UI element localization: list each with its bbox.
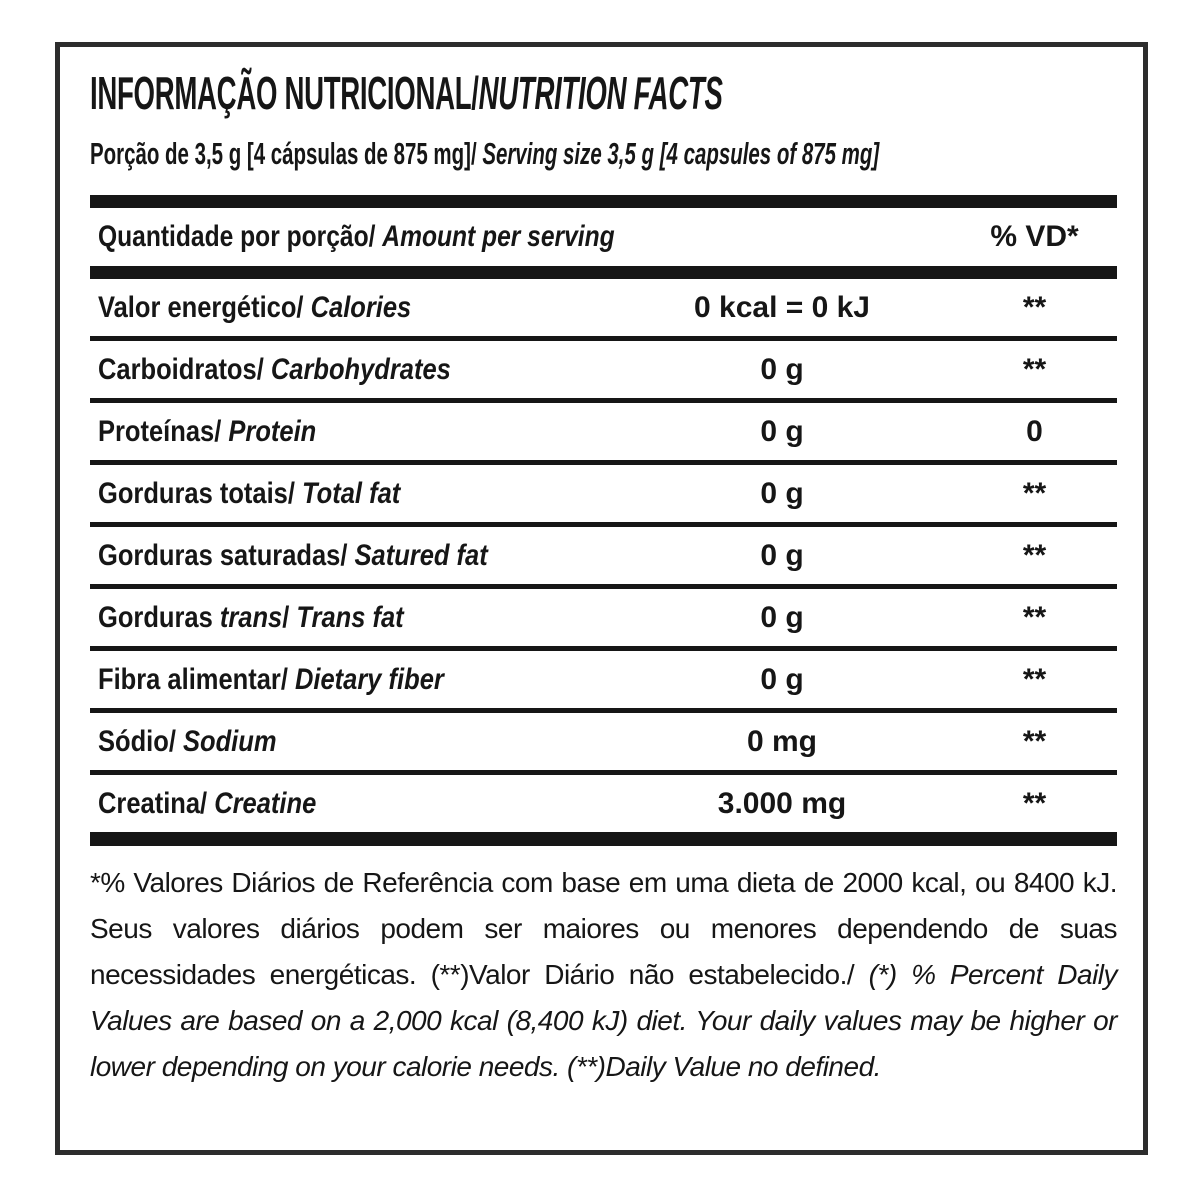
serving-size-pt: Porção de 3,5 g [4 cápsulas de 875 mg]/ bbox=[90, 136, 477, 171]
daily-value-footnote: *% Valores Diários de Referência com bas… bbox=[90, 860, 1118, 1090]
nutrient-name: Sódio/ Sodium bbox=[90, 725, 612, 759]
table-header-amount-label: Quantidade por porção/ Amount per servin… bbox=[90, 220, 615, 254]
nutrient-name-slash: / bbox=[214, 414, 222, 448]
panel-title-en: NUTRITION FACTS bbox=[478, 67, 723, 119]
nutrient-name: Gorduras totais/ Total fat bbox=[90, 477, 612, 511]
nutrient-name: Valor energético/ Calories bbox=[90, 291, 612, 325]
nutrient-row: Gorduras saturadas/ Satured fat 0 g ** bbox=[90, 527, 1117, 584]
nutrition-facts-panel: INFORMAÇÃO NUTRICIONAL/NUTRITION FACTS P… bbox=[55, 42, 1148, 1155]
nutrient-dv: ** bbox=[1022, 352, 1047, 386]
nutrient-name-slash: / bbox=[280, 662, 288, 696]
thick-rule-top bbox=[90, 195, 1117, 208]
nutrient-row: Sódio/ Sodium 0 mg ** bbox=[90, 713, 1117, 770]
nutrient-name-en: Creatine bbox=[207, 786, 317, 820]
nutrient-name-en: Dietary fiber bbox=[287, 662, 444, 696]
nutrient-row: Proteínas/ Protein 0 g 0 bbox=[90, 403, 1117, 460]
nutrient-name-slash: / bbox=[168, 724, 176, 758]
nutrient-name-pt-italic: trans bbox=[212, 600, 283, 634]
nutrient-name-pt: Proteínas bbox=[98, 414, 215, 448]
table-header-dv-label: % VD* bbox=[990, 220, 1079, 253]
nutrient-name-en: Calories bbox=[303, 290, 412, 324]
nutrient-amount: 0 g bbox=[760, 538, 804, 572]
nutrient-name-pt: Gorduras saturadas bbox=[98, 538, 341, 572]
row-separator bbox=[90, 646, 1117, 651]
nutrient-name-slash: / bbox=[287, 476, 295, 510]
nutrient-dv: ** bbox=[1022, 786, 1047, 820]
nutrient-amount: 0 kcal = 0 kJ bbox=[694, 290, 870, 324]
footnote-en: (*) % Percent Daily Values are based on … bbox=[90, 959, 1118, 1082]
nutrient-dv: ** bbox=[1022, 662, 1047, 696]
nutrient-row: Carboidratos/ Carbohydrates 0 g ** bbox=[90, 341, 1117, 398]
nutrient-name-slash: / bbox=[340, 538, 348, 572]
nutrient-row: Valor energético/ Calories 0 kcal = 0 kJ… bbox=[90, 279, 1117, 336]
row-separator bbox=[90, 398, 1117, 403]
row-separator bbox=[90, 770, 1117, 775]
nutrient-name-slash: / bbox=[256, 352, 264, 386]
nutrient-name-slash: / bbox=[282, 600, 290, 634]
nutrient-row: Gorduras totais/ Total fat 0 g ** bbox=[90, 465, 1117, 522]
nutrient-dv: ** bbox=[1022, 538, 1047, 572]
nutrient-amount: 0 g bbox=[760, 414, 804, 448]
serving-size-en: Serving size 3,5 g [4 capsules of 875 mg… bbox=[482, 136, 880, 171]
footnote-pt: *% Valores Diários de Referência com bas… bbox=[90, 867, 1118, 990]
nutrient-name-en: Carbohydrates bbox=[263, 352, 451, 386]
nutrient-name-pt: Gorduras bbox=[98, 600, 213, 634]
nutrient-name-en: Satured fat bbox=[347, 538, 488, 572]
nutrient-name-pt: Fibra alimentar bbox=[98, 662, 281, 696]
nutrient-name: Creatina/ Creatine bbox=[90, 787, 612, 821]
table-header-amount-pt: Quantidade por porção/ bbox=[98, 220, 376, 253]
nutrient-name-en: Trans fat bbox=[289, 600, 404, 634]
panel-title-pt: INFORMAÇÃO NUTRICIONAL/ bbox=[90, 67, 479, 119]
table-header-row: Quantidade por porção/ Amount per servin… bbox=[90, 208, 1117, 266]
nutrient-name-pt: Valor energético bbox=[98, 290, 297, 324]
row-separator bbox=[90, 522, 1117, 527]
row-separator bbox=[90, 584, 1117, 589]
nutrient-name: Gorduras saturadas/ Satured fat bbox=[90, 539, 612, 573]
nutrient-name: Carboidratos/ Carbohydrates bbox=[90, 353, 612, 387]
nutrient-name: Proteínas/ Protein bbox=[90, 415, 612, 449]
nutrient-amount: 0 g bbox=[760, 662, 804, 696]
row-separator bbox=[90, 460, 1117, 465]
nutrient-name: Gorduras trans/ Trans fat bbox=[90, 601, 612, 635]
nutrient-dv: ** bbox=[1022, 476, 1047, 510]
nutrient-name-pt: Creatina bbox=[98, 786, 201, 820]
nutrient-name-slash: / bbox=[200, 786, 208, 820]
nutrient-dv: ** bbox=[1022, 724, 1047, 758]
nutrient-name-en: Total fat bbox=[294, 476, 401, 510]
nutrient-name-slash: / bbox=[296, 290, 304, 324]
nutrient-name-en: Sodium bbox=[175, 724, 277, 758]
nutrient-amount: 0 mg bbox=[746, 724, 818, 758]
nutrient-row: Fibra alimentar/ Dietary fiber 0 g ** bbox=[90, 651, 1117, 708]
nutrient-amount: 0 g bbox=[760, 476, 804, 510]
nutrient-rows: Valor energético/ Calories 0 kcal = 0 kJ… bbox=[90, 279, 1117, 832]
panel-title: INFORMAÇÃO NUTRICIONAL/NUTRITION FACTS bbox=[90, 67, 1117, 119]
row-separator bbox=[90, 336, 1117, 341]
nutrient-name-pt: Carboidratos bbox=[98, 352, 257, 386]
nutrient-dv: 0 bbox=[1026, 414, 1043, 448]
nutrient-name: Fibra alimentar/ Dietary fiber bbox=[90, 663, 612, 697]
nutrient-amount: 0 g bbox=[760, 600, 804, 634]
row-separator bbox=[90, 708, 1117, 713]
nutrient-name-pt: Sódio bbox=[98, 724, 169, 758]
nutrient-row: Creatina/ Creatine 3.000 mg ** bbox=[90, 775, 1117, 832]
nutrient-name-en: Protein bbox=[221, 414, 317, 448]
nutrient-row: Gorduras trans/ Trans fat 0 g ** bbox=[90, 589, 1117, 646]
nutrient-amount: 0 g bbox=[760, 352, 804, 386]
nutrient-dv: ** bbox=[1022, 290, 1047, 324]
nutrient-name-pt: Gorduras totais bbox=[98, 476, 288, 510]
table-header-amount-en: Amount per serving bbox=[382, 220, 615, 253]
nutrient-amount: 3.000 mg bbox=[717, 786, 847, 820]
thick-rule-header bbox=[90, 266, 1117, 279]
thick-rule-bottom bbox=[90, 832, 1117, 846]
serving-size-line: Porção de 3,5 g [4 cápsulas de 875 mg]/ … bbox=[90, 133, 1117, 175]
nutrient-dv: ** bbox=[1022, 600, 1047, 634]
